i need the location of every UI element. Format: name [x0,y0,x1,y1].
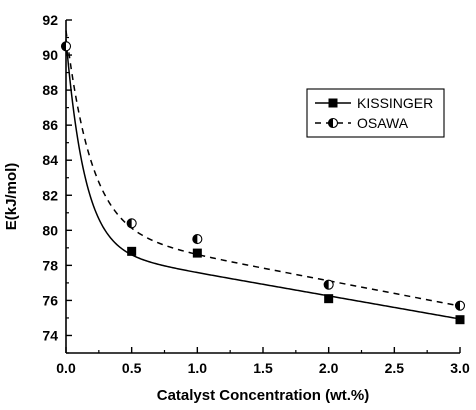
legend: KISSINGER OSAWA [306,88,445,138]
x-tick-label: 0.5 [122,360,142,376]
legend-kissinger-label: KISSINGER [357,95,433,111]
y-tick-label: 76 [42,292,58,308]
marker-fill [192,234,198,244]
osawa-point [192,234,203,245]
kissinger-point [324,294,334,304]
osawa-fit-line [65,30,461,307]
y-tick-label: 88 [42,82,58,98]
y-axis-title: E(kJ/mol) [3,163,20,231]
x-axis-ticks: 0.0 0.5 1.0 1.5 2.0 2.5 3.0 [56,347,470,376]
legend-box [306,88,445,138]
x-tick-label: 2.0 [319,360,339,376]
y-tick-label: 74 [42,327,58,343]
x-tick-label: 3.0 [450,360,470,376]
marker-fill [324,280,329,290]
data-points [60,41,466,325]
y-tick-label: 86 [42,117,58,133]
legend-osawa-label: OSAWA [357,115,409,131]
y-tick-label: 84 [42,152,58,168]
y-tick-label: 80 [42,222,58,238]
y-tick-label: 92 [42,12,58,28]
y-tick-label: 90 [42,47,58,63]
x-tick-label: 1.5 [253,360,273,376]
marker-fill [455,301,460,311]
kissinger-point [192,248,202,258]
legend-kissinger-marker [328,98,338,108]
fit-curves [65,30,461,320]
osawa-point [126,218,137,229]
x-axis-title: Catalyst Concentration (wt.%) [157,387,370,404]
osawa-point [60,41,72,52]
osawa-point [323,279,334,290]
marker-fill [61,41,66,51]
marker-fill [328,118,333,128]
x-tick-label: 0.0 [56,360,76,376]
x-tick-label: 1.0 [188,360,208,376]
kissinger-point [127,246,137,256]
y-axis-ticks: 74 76 78 80 82 84 86 88 90 92 [42,12,72,354]
y-tick-label: 78 [42,257,58,273]
legend-osawa-marker [327,117,339,129]
y-tick-label: 82 [42,187,58,203]
chart-axes [65,20,460,354]
x-tick-label: 2.5 [385,360,405,376]
marker-fill [127,218,132,228]
kissinger-point [455,315,465,325]
osawa-point [454,300,466,311]
kissinger-fit-line [65,39,461,320]
